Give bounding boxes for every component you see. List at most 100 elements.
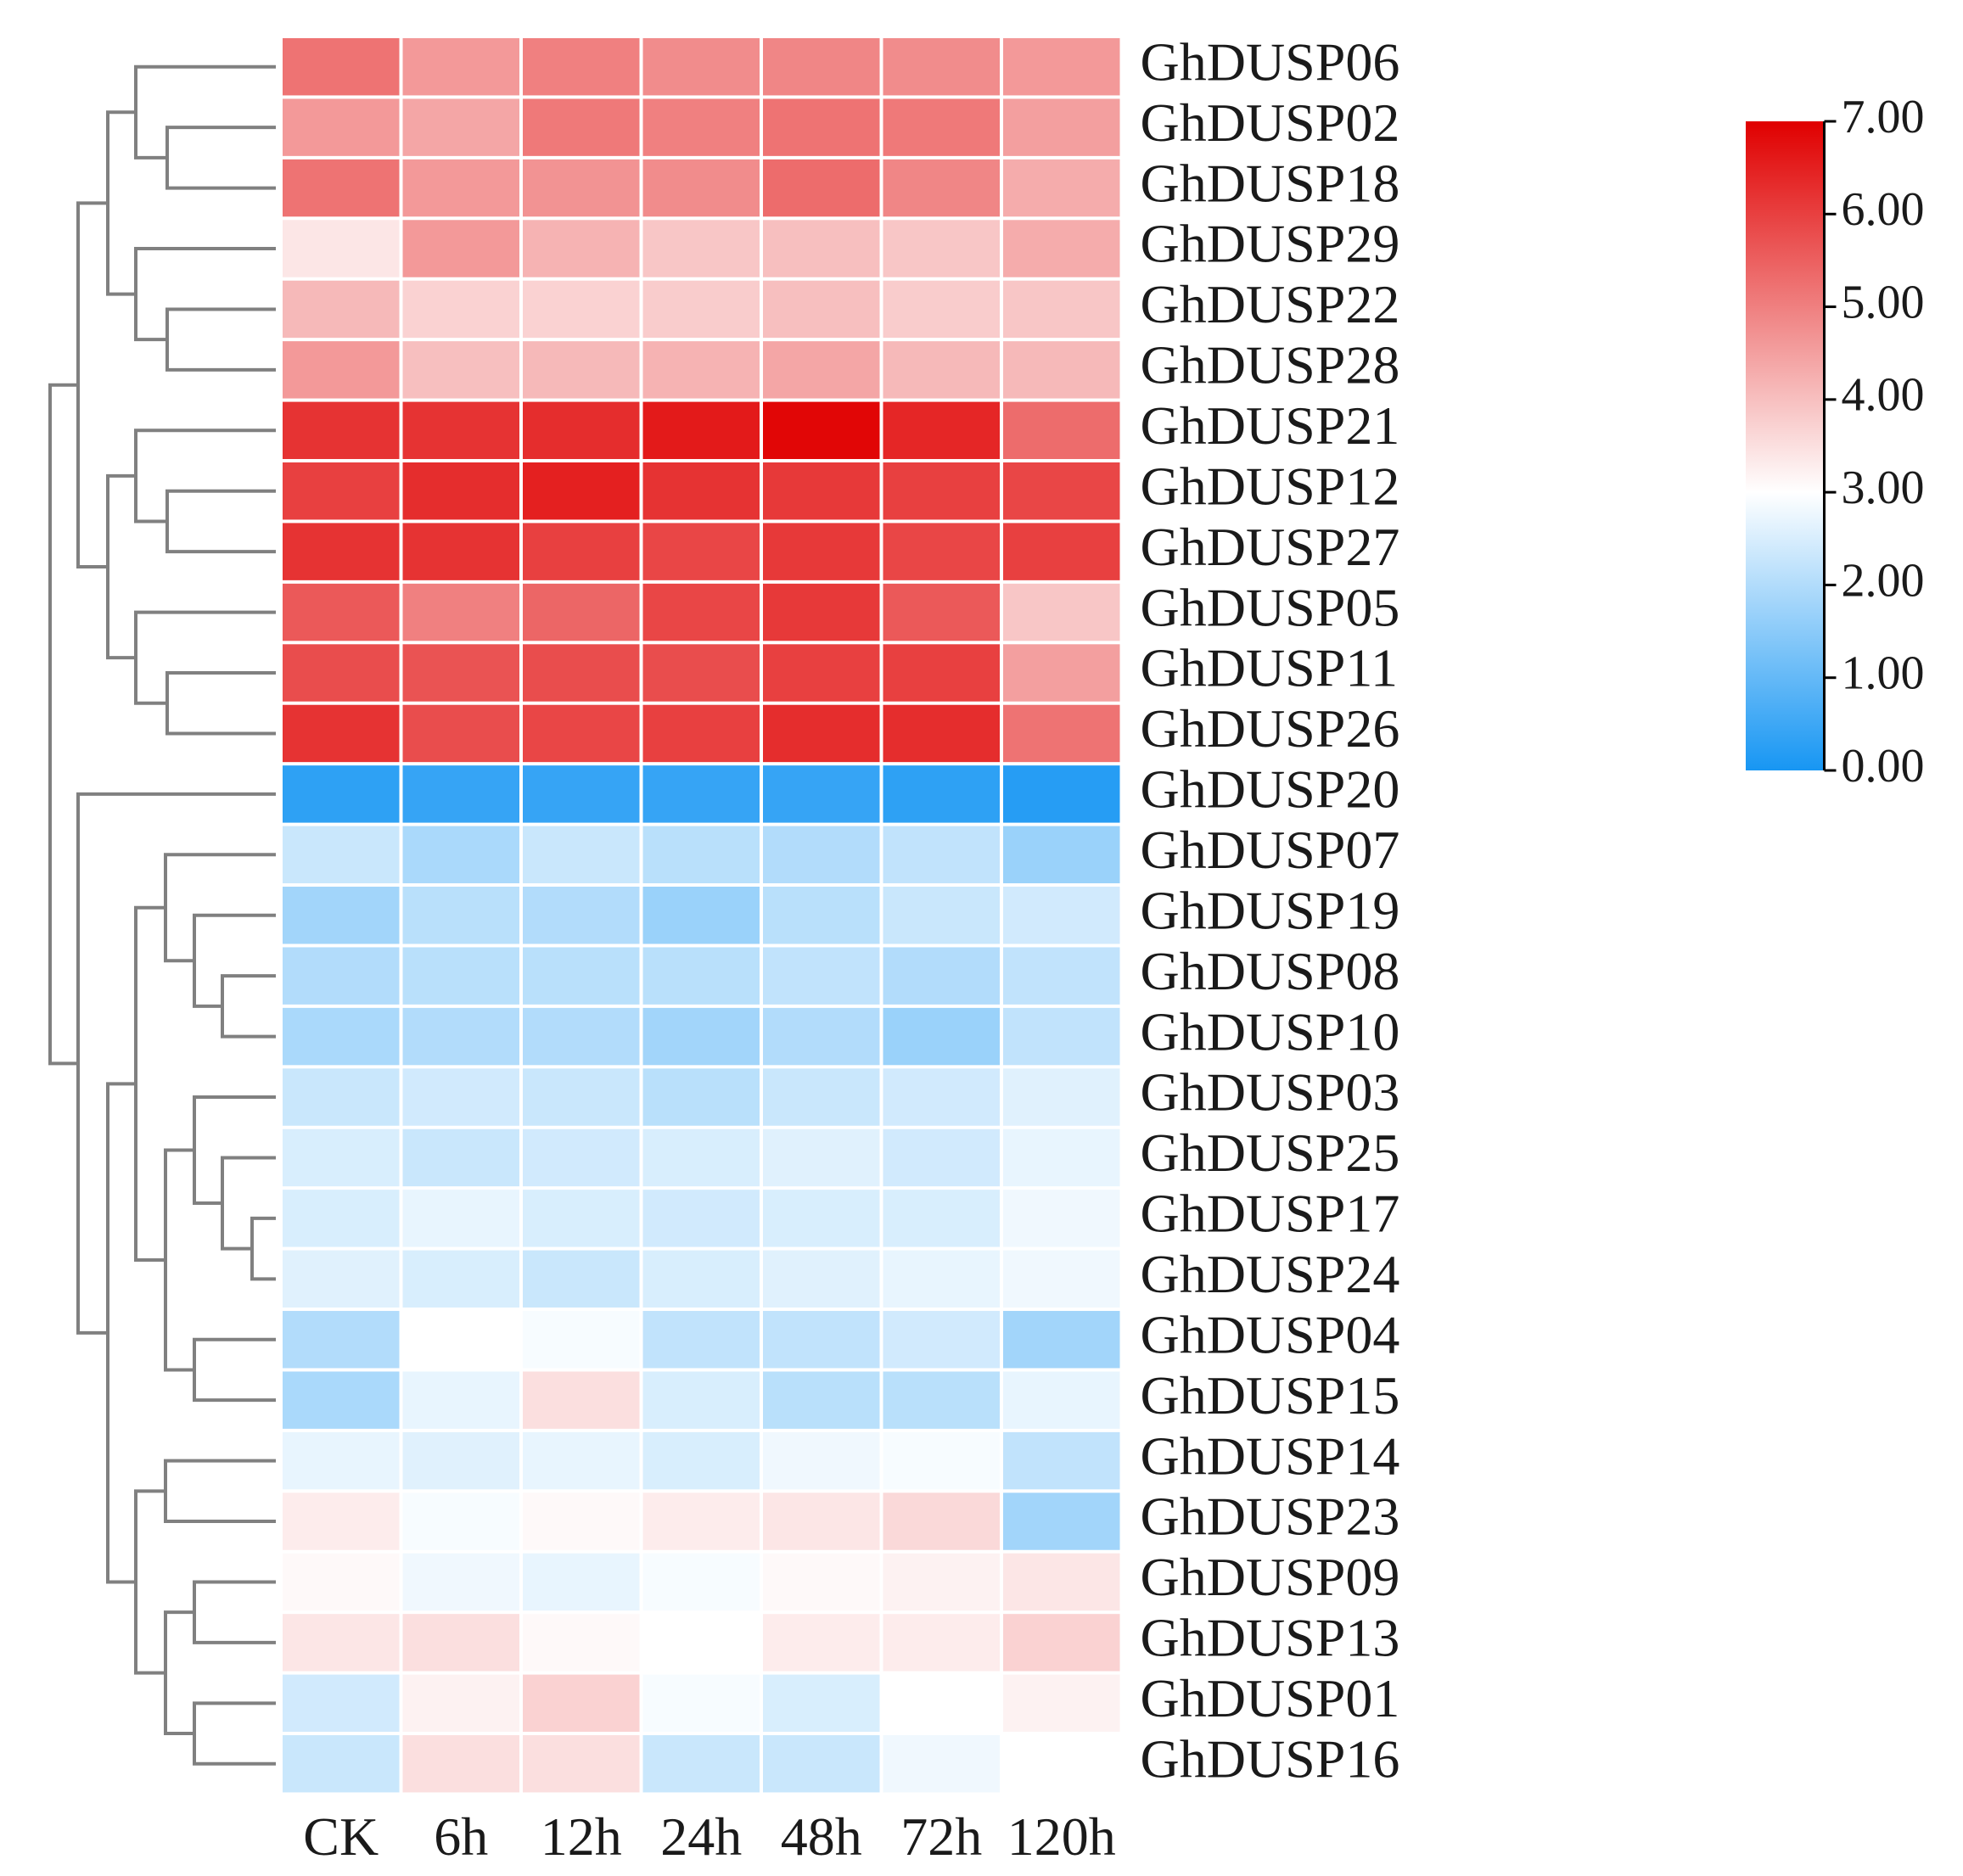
heatmap-cell-GhDUSP20-24h xyxy=(642,765,760,823)
heatmap-cell-GhDUSP25-48h xyxy=(763,1128,880,1187)
column-label: 6h xyxy=(434,1806,488,1867)
heatmap-cell-GhDUSP27-12h xyxy=(523,523,640,580)
heatmap-cell-GhDUSP13-24h xyxy=(642,1614,760,1672)
heatmap-cell-GhDUSP13-CK xyxy=(283,1614,400,1672)
heatmap-cell-GhDUSP16-48h xyxy=(763,1735,880,1793)
heatmap-cell-GhDUSP13-12h xyxy=(523,1614,640,1672)
heatmap-cell-GhDUSP29-6h xyxy=(402,220,519,277)
heatmap-cell-GhDUSP16-120h xyxy=(1003,1735,1120,1793)
heatmap-cell-GhDUSP25-72h xyxy=(883,1128,1000,1187)
heatmap-cell-GhDUSP28-CK xyxy=(283,341,400,399)
color-legend-tick-label: 4.00 xyxy=(1842,369,1925,422)
heatmap-cell-GhDUSP15-120h xyxy=(1003,1371,1120,1429)
heatmap-cell-GhDUSP29-CK xyxy=(283,220,400,277)
row-label: GhDUSP13 xyxy=(1141,1608,1400,1668)
heatmap-cell-GhDUSP27-72h xyxy=(883,523,1000,580)
heatmap-cell-GhDUSP10-CK xyxy=(283,1007,400,1066)
heatmap-cell-GhDUSP17-48h xyxy=(763,1190,880,1247)
heatmap-cell-GhDUSP13-120h xyxy=(1003,1614,1120,1672)
heatmap-cell-GhDUSP18-48h xyxy=(763,159,880,217)
heatmap-cell-GhDUSP10-6h xyxy=(402,1007,519,1066)
heatmap-cell-GhDUSP28-72h xyxy=(883,341,1000,399)
heatmap-cell-GhDUSP01-12h xyxy=(523,1674,640,1733)
heatmap-cell-GhDUSP11-CK xyxy=(283,644,400,702)
heatmap-cell-GhDUSP21-120h xyxy=(1003,401,1120,460)
column-label: 24h xyxy=(660,1806,742,1867)
heatmap-cell-GhDUSP02-48h xyxy=(763,98,880,156)
heatmap-cell-GhDUSP21-72h xyxy=(883,401,1000,460)
row-label: GhDUSP02 xyxy=(1141,92,1400,153)
heatmap-cell-GhDUSP10-12h xyxy=(523,1007,640,1066)
heatmap-cell-GhDUSP01-6h xyxy=(402,1674,519,1733)
row-label: GhDUSP01 xyxy=(1141,1668,1400,1728)
heatmap-cell-GhDUSP03-6h xyxy=(402,1068,519,1126)
column-label: 120h xyxy=(1007,1806,1116,1867)
heatmap-cell-GhDUSP08-24h xyxy=(642,947,760,1005)
heatmap-cell-GhDUSP17-6h xyxy=(402,1190,519,1247)
heatmap-cell-GhDUSP13-48h xyxy=(763,1614,880,1672)
heatmap-cell-GhDUSP02-120h xyxy=(1003,98,1120,156)
heatmap-cell-GhDUSP02-6h xyxy=(402,98,519,156)
heatmap-cell-GhDUSP05-24h xyxy=(642,583,760,641)
dendrogram-link-21 xyxy=(193,1580,276,1644)
heatmap-cell-GhDUSP14-120h xyxy=(1003,1431,1120,1490)
row-label: GhDUSP22 xyxy=(1141,274,1400,334)
heatmap-cell-GhDUSP06-24h xyxy=(642,38,760,96)
heatmap-cell-GhDUSP08-6h xyxy=(402,947,519,1005)
heatmap-cell-GhDUSP28-48h xyxy=(763,341,880,399)
heatmap-cell-GhDUSP06-48h xyxy=(763,38,880,96)
heatmap-cell-GhDUSP20-120h xyxy=(1003,765,1120,823)
heatmap-cell-GhDUSP16-72h xyxy=(883,1735,1000,1793)
column-label: 48h xyxy=(781,1806,862,1867)
heatmap-cell-GhDUSP28-6h xyxy=(402,341,519,399)
heatmap-cell-GhDUSP27-48h xyxy=(763,523,880,580)
heatmap-cell-GhDUSP09-48h xyxy=(763,1553,880,1611)
heatmap-cell-GhDUSP23-48h xyxy=(763,1492,880,1550)
heatmap-cell-GhDUSP24-6h xyxy=(402,1250,519,1308)
column-label: 72h xyxy=(900,1806,982,1867)
heatmap-cell-GhDUSP19-6h xyxy=(402,887,519,944)
dendrogram-link-14 xyxy=(250,1216,276,1281)
heatmap-cell-GhDUSP27-24h xyxy=(642,523,760,580)
dendrogram-link-11 xyxy=(221,974,276,1039)
heatmap-cell-GhDUSP04-CK xyxy=(283,1311,400,1369)
dendrogram-link-0 xyxy=(165,126,276,190)
row-labels: GhDUSP06GhDUSP02GhDUSP18GhDUSP29GhDUSP22… xyxy=(1141,31,1400,1789)
heatmap-cell-GhDUSP09-24h xyxy=(642,1553,760,1611)
dendrogram-link-7 xyxy=(165,671,276,736)
row-label: GhDUSP25 xyxy=(1141,1123,1400,1183)
heatmap-cell-GhDUSP18-6h xyxy=(402,159,519,217)
row-label: GhDUSP10 xyxy=(1141,1001,1400,1061)
row-label: GhDUSP19 xyxy=(1141,880,1400,940)
heatmap-cell-GhDUSP26-12h xyxy=(523,704,640,763)
heatmap-cell-GhDUSP18-120h xyxy=(1003,159,1120,217)
heatmap-cell-GhDUSP07-6h xyxy=(402,826,519,884)
heatmap-cell-GhDUSP24-CK xyxy=(283,1250,400,1308)
heatmap-cell-GhDUSP05-72h xyxy=(883,583,1000,641)
column-label: 12h xyxy=(541,1806,622,1867)
heatmap-cell-GhDUSP18-72h xyxy=(883,159,1000,217)
dendrogram-link-12 xyxy=(193,913,276,1008)
dendrogram-link-10 xyxy=(76,201,108,569)
heatmap-cell-GhDUSP17-72h xyxy=(883,1190,1000,1247)
heatmap-cell-GhDUSP16-12h xyxy=(523,1735,640,1793)
heatmap-cell-GhDUSP17-24h xyxy=(642,1190,760,1247)
heatmap-cell-GhDUSP26-72h xyxy=(883,704,1000,763)
heatmap-cell-GhDUSP02-24h xyxy=(642,98,760,156)
heatmap-cell-GhDUSP26-CK xyxy=(283,704,400,763)
heatmap-cell-GhDUSP06-CK xyxy=(283,38,400,96)
heatmap-cell-GhDUSP04-12h xyxy=(523,1311,640,1369)
heatmap-cell-GhDUSP07-48h xyxy=(763,826,880,884)
heatmap-cell-GhDUSP22-6h xyxy=(402,280,519,339)
heatmap-cell-GhDUSP28-24h xyxy=(642,341,760,399)
heatmap-cell-GhDUSP21-48h xyxy=(763,401,880,460)
heatmap-cell-GhDUSP21-24h xyxy=(642,401,760,460)
heatmap-cell-GhDUSP20-CK xyxy=(283,765,400,823)
heatmap-cell-GhDUSP15-12h xyxy=(523,1371,640,1429)
color-legend-tick-label: 7.00 xyxy=(1842,91,1925,143)
heatmap-cell-GhDUSP15-72h xyxy=(883,1371,1000,1429)
dendrogram-link-27 xyxy=(48,383,78,1066)
heatmap-cell-GhDUSP07-120h xyxy=(1003,826,1120,884)
heatmap-cell-GhDUSP16-CK xyxy=(283,1735,400,1793)
heatmap-cell-GhDUSP22-12h xyxy=(523,280,640,339)
